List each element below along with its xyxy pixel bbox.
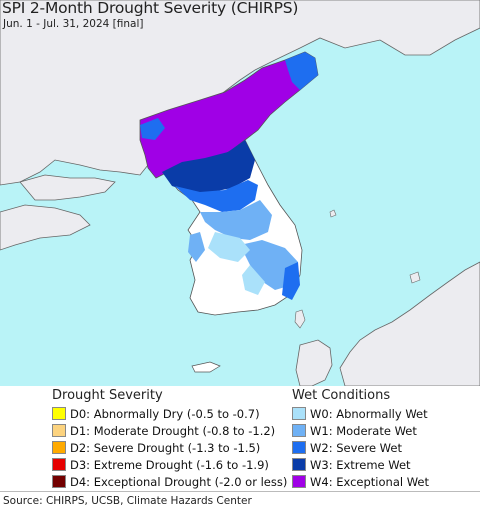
map: SPI 2-Month Drought Severity (CHIRPS) Ju… xyxy=(0,0,480,386)
legend-label: D0: Abnormally Dry (-0.5 to -0.7) xyxy=(70,406,260,421)
legend-label: W4: Exceptional Wet xyxy=(310,474,429,489)
legend-item: W2: Severe Wet xyxy=(292,439,429,456)
legend-swatch xyxy=(292,441,306,454)
footer: Source: CHIRPS, UCSB, Climate Hazards Ce… xyxy=(0,491,480,511)
dmz-extreme-wet xyxy=(162,140,255,192)
legend-label: D4: Exceptional Drought (-2.0 or less) xyxy=(70,474,288,489)
sk-west-wet xyxy=(188,232,205,262)
legend-swatch xyxy=(52,475,66,488)
japan-kyushu xyxy=(295,339,333,386)
legend-label: W2: Severe Wet xyxy=(310,440,402,455)
map-title: SPI 2-Month Drought Severity (CHIRPS) xyxy=(2,0,299,17)
legend-wet: Wet Conditions W0: Abnormally Wet W1: Mo… xyxy=(292,386,429,490)
north-korea xyxy=(139,51,319,179)
legend-swatch xyxy=(52,407,66,420)
legend-item: D4: Exceptional Drought (-2.0 or less) xyxy=(52,473,287,490)
legend-label: W0: Abnormally Wet xyxy=(310,406,428,421)
legend-label: W3: Extreme Wet xyxy=(310,457,411,472)
sk-abnormal-wet-2 xyxy=(242,265,265,295)
jeju-island xyxy=(191,361,221,373)
legend: Drought Severity D0: Abnormally Dry (-0.… xyxy=(0,386,480,491)
sk-moderate-wet-1 xyxy=(200,200,272,240)
liaodong-peninsula xyxy=(19,174,116,201)
legend-item: W3: Extreme Wet xyxy=(292,456,429,473)
tsushima-island xyxy=(294,309,306,329)
legend-swatch xyxy=(292,458,306,471)
legend-wet-heading: Wet Conditions xyxy=(292,388,391,403)
legend-label: W1: Moderate Wet xyxy=(310,423,417,438)
shandong-peninsula xyxy=(0,204,91,251)
sk-moderate-wet-2 xyxy=(240,240,298,290)
legend-item: W0: Abnormally Wet xyxy=(292,405,429,422)
sk-severe-wet-east xyxy=(282,262,300,300)
legend-label: D1: Moderate Drought (-0.8 to -1.2) xyxy=(70,423,276,438)
legend-swatch xyxy=(52,424,66,437)
legend-swatch xyxy=(292,407,306,420)
legend-item: D2: Severe Drought (-1.3 to -1.5) xyxy=(52,439,287,456)
legend-item: D1: Moderate Drought (-0.8 to -1.2) xyxy=(52,422,287,439)
legend-item: W1: Moderate Wet xyxy=(292,422,429,439)
legend-swatch xyxy=(52,458,66,471)
legend-swatch xyxy=(52,441,66,454)
nk-ne-wet xyxy=(285,52,318,90)
legend-item: D3: Extreme Drought (-1.6 to -1.9) xyxy=(52,456,287,473)
dmz-severe-wet xyxy=(175,180,258,212)
legend-item: W4: Exceptional Wet xyxy=(292,473,429,490)
ulleung-island xyxy=(329,209,337,218)
legend-swatch xyxy=(292,424,306,437)
japan-honshu xyxy=(339,261,480,386)
legend-item: D0: Abnormally Dry (-0.5 to -0.7) xyxy=(52,405,287,422)
sk-abnormal-wet-1 xyxy=(208,232,250,262)
legend-label: D2: Severe Drought (-1.3 to -1.5) xyxy=(70,440,261,455)
nk-w-wet xyxy=(140,118,165,140)
map-canvas xyxy=(0,0,480,386)
legend-drought-heading: Drought Severity xyxy=(52,388,163,403)
map-subtitle: Jun. 1 - Jul. 31, 2024 [final] xyxy=(3,18,144,30)
oki-island xyxy=(409,271,421,284)
legend-swatch xyxy=(292,475,306,488)
source-credit: Source: CHIRPS, UCSB, Climate Hazards Ce… xyxy=(3,495,252,507)
legend-label: D3: Extreme Drought (-1.6 to -1.9) xyxy=(70,457,269,472)
legend-drought: Drought Severity D0: Abnormally Dry (-0.… xyxy=(52,386,287,490)
